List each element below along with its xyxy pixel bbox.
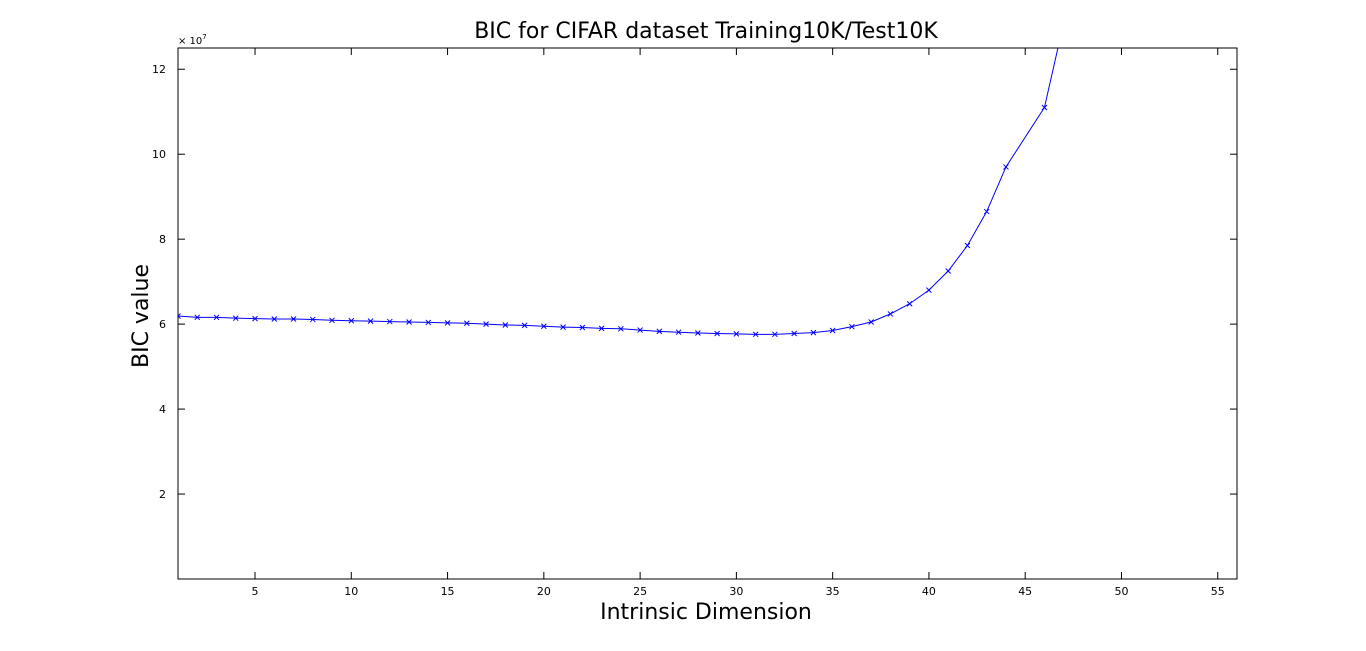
y-tick-label: 4	[159, 403, 166, 416]
data-point-marker	[329, 317, 335, 324]
data-point-marker	[444, 319, 451, 326]
x-tick-label: 50	[1114, 585, 1128, 598]
x-tick-label: 20	[537, 585, 551, 598]
data-point-marker	[772, 331, 778, 338]
data-point-marker	[463, 320, 470, 327]
data-point-marker	[367, 318, 374, 324]
data-point-marker	[502, 322, 509, 328]
data-point-marker	[618, 325, 624, 332]
data-point-marker	[656, 328, 663, 335]
data-point-marker	[752, 331, 759, 338]
data-point-marker	[829, 327, 836, 334]
data-point-marker	[194, 314, 201, 321]
data-point-marker	[849, 323, 855, 330]
series-line	[178, 48, 1059, 335]
data-point-marker	[714, 330, 720, 337]
y-axis-label: BIC value	[129, 264, 154, 368]
x-tick-label: 15	[441, 585, 455, 598]
series-layer	[178, 48, 1059, 338]
data-point-marker	[348, 317, 355, 324]
x-tick-label: 55	[1211, 585, 1225, 598]
data-point-marker	[945, 268, 952, 274]
x-tick-label: 35	[826, 585, 840, 598]
x-tick-label: 10	[344, 585, 358, 598]
x-axis-label: Intrinsic Dimension	[600, 600, 812, 625]
y-exponent-base: × 10	[178, 36, 202, 47]
data-point-marker	[271, 316, 278, 322]
x-tick-label: 30	[729, 585, 743, 598]
y-tick-label: 8	[159, 233, 166, 246]
data-point-marker	[868, 319, 875, 325]
data-point-marker	[213, 314, 220, 321]
y-tick-label: 2	[159, 488, 166, 501]
x-tick-label: 25	[633, 585, 647, 598]
data-point-marker	[232, 315, 239, 322]
data-point-marker	[906, 300, 913, 307]
data-point-marker	[290, 316, 297, 322]
y-tick-label: 12	[152, 63, 166, 76]
data-point-marker	[178, 313, 181, 319]
data-point-marker	[733, 331, 740, 337]
data-point-marker	[1003, 164, 1009, 170]
data-point-marker	[560, 324, 566, 330]
data-point-marker	[425, 319, 432, 326]
data-point-marker	[926, 287, 932, 293]
y-tick-label: 10	[152, 148, 166, 161]
x-tick-label: 45	[1018, 585, 1032, 598]
y-exponent-power: 7	[202, 33, 206, 41]
data-point-marker	[540, 323, 547, 330]
x-tick-label: 5	[252, 585, 259, 598]
data-point-marker	[406, 319, 412, 325]
data-point-marker	[964, 242, 971, 249]
y-exponent-label: × 107	[178, 33, 207, 47]
data-point-marker	[309, 316, 316, 323]
data-point-marker	[1041, 104, 1048, 111]
data-point-marker	[810, 329, 817, 336]
data-point-marker	[598, 325, 605, 332]
y-tick-label: 6	[159, 318, 166, 331]
data-point-marker	[983, 208, 990, 215]
axis-ticks: 5 10 15 20 25 30 35 40 45 50 55 2 4 6 8 10 12	[152, 48, 1237, 598]
data-point-marker	[521, 322, 528, 329]
data-point-marker	[252, 315, 258, 322]
data-point-marker	[386, 318, 393, 325]
data-point-marker	[483, 321, 489, 327]
chart-title: BIC for CIFAR dataset Training10K/Test10…	[474, 19, 938, 44]
data-point-marker	[695, 330, 701, 336]
plot-area	[177, 47, 1238, 580]
data-point-marker	[579, 324, 586, 331]
data-point-marker	[887, 311, 894, 317]
x-tick-label: 40	[922, 585, 936, 598]
data-point-marker	[675, 329, 682, 336]
data-point-marker	[791, 330, 797, 337]
data-point-marker	[637, 327, 643, 333]
